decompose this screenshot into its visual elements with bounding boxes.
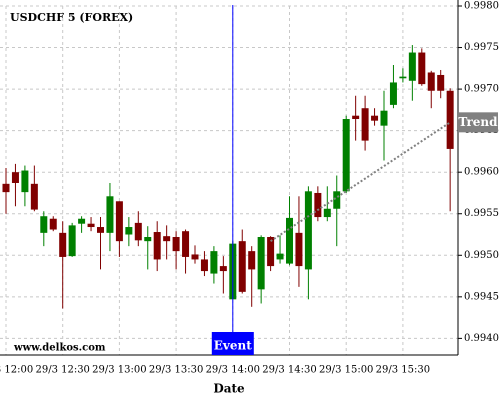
candle-body [333, 191, 341, 209]
candle-body [295, 232, 303, 267]
source-label: www.delkos.com [13, 343, 106, 354]
candle-body [125, 227, 133, 235]
candle-body [2, 183, 10, 193]
candle-body [304, 191, 312, 270]
candle-body [418, 52, 426, 85]
x-tick-label: 29/3 12:30 [35, 365, 89, 376]
candle-body [172, 237, 180, 252]
candle-body [323, 208, 331, 218]
event-label: Event [214, 339, 252, 353]
candle-body [248, 251, 256, 270]
candle-body [210, 251, 218, 274]
y-tick-label: 0.9960 [464, 167, 499, 178]
candle-body [314, 192, 322, 218]
candle-body [342, 119, 350, 192]
x-tick-label: 29/3 13:00 [92, 365, 146, 376]
candle-body [40, 216, 48, 233]
candle-body [257, 237, 265, 290]
candle-body [78, 218, 86, 224]
candle-body [380, 110, 388, 126]
candle-body [163, 236, 171, 242]
candle-body [106, 196, 114, 233]
candle-body [437, 74, 445, 91]
candle-body [238, 241, 246, 292]
candle-body [361, 108, 369, 141]
y-tick-label: 0.9975 [464, 42, 499, 53]
candle-body [286, 217, 293, 264]
candle-body [144, 237, 152, 242]
candle-body [21, 170, 29, 193]
candle-body [352, 115, 360, 120]
candle-body [182, 231, 190, 257]
event-label-box [211, 332, 254, 355]
marks [2, 45, 454, 309]
candle-body [49, 218, 57, 230]
candle-body [200, 259, 208, 272]
x-tick-label: 29/3 14:30 [262, 365, 316, 376]
chart-title: USDCHF 5 (FOREX) [10, 11, 133, 24]
x-tick-label: 29/3 14:00 [206, 365, 260, 376]
candle-body [267, 237, 275, 267]
y-tick-label: 0.9950 [464, 250, 499, 261]
candle-body [427, 72, 435, 91]
candle-body [371, 115, 379, 121]
candle-body [408, 52, 416, 81]
x-tick-label: 29/3 15:30 [376, 365, 430, 376]
candle-body [30, 183, 38, 210]
candle-body [115, 201, 123, 242]
candle-body [87, 223, 95, 228]
x-tick-label: 29/3 13:30 [149, 365, 203, 376]
y-tick-label: 0.9970 [464, 84, 499, 95]
y-tick-label: 0.9955 [464, 208, 499, 219]
candle-body [59, 232, 67, 257]
candle-body [134, 222, 142, 241]
candle-body [399, 76, 407, 79]
x-axis-label: Date [213, 382, 245, 396]
y-tick-label: 0.9940 [464, 333, 499, 344]
y-tick-label: 0.9980 [464, 1, 499, 12]
x-tick-label: 29/3 12:00 [0, 365, 33, 376]
overlays: 0.99400.99450.99500.99550.99600.99650.99… [0, 0, 499, 376]
candle-body [191, 254, 199, 260]
candle-body [219, 266, 227, 272]
y-tick-label: 0.9945 [464, 291, 499, 302]
trend-label: Trend [458, 115, 498, 129]
trend-label-box [458, 112, 498, 133]
candle-body [153, 232, 161, 260]
candle-body [446, 90, 454, 149]
candle-body [11, 172, 19, 183]
candle-body [276, 253, 284, 260]
x-tick-label: 29/3 15:00 [319, 365, 373, 376]
candle-body [389, 82, 397, 105]
candle-body [68, 225, 76, 257]
candle-body [97, 227, 104, 233]
